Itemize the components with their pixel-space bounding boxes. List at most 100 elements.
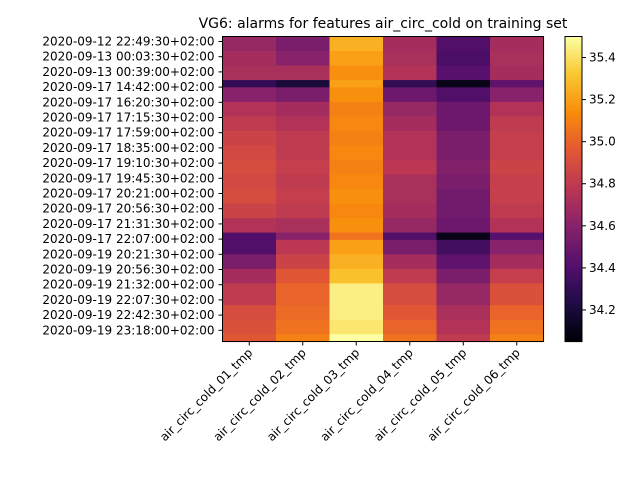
colorbar-segment xyxy=(565,201,582,205)
heatmap-cell xyxy=(383,159,438,176)
heatmap-cell xyxy=(276,254,331,270)
colorbar-segment xyxy=(565,321,582,325)
column-tick-label: air_circ_cold_01_tmp xyxy=(157,346,255,444)
heatmap-cell xyxy=(222,232,277,241)
colorbar-segment xyxy=(565,54,582,58)
colorbar-segment xyxy=(565,145,582,149)
heatmap-cells xyxy=(222,36,545,343)
colorbar-segment xyxy=(565,247,582,251)
heatmap-cell xyxy=(490,159,545,176)
heatmap-cell xyxy=(383,116,438,132)
colorbar-segment xyxy=(565,234,582,238)
heatmap-cell xyxy=(383,239,438,255)
heatmap-cell xyxy=(329,268,384,284)
colorbar-segment xyxy=(565,206,582,210)
colorbar-segment xyxy=(565,196,582,200)
heatmap-cell xyxy=(222,254,277,270)
heatmap-cell xyxy=(436,254,491,270)
heatmap-cell xyxy=(329,189,384,205)
heatmap-cell xyxy=(329,80,384,88)
heatmap-cell xyxy=(436,268,491,284)
row-tick-label: 2020-09-17 14:42:00+02:00 xyxy=(42,80,214,94)
colorbar-segment xyxy=(565,270,582,274)
heatmap-cell xyxy=(276,305,331,321)
heatmap-cell xyxy=(490,218,545,234)
heatmap-cell xyxy=(383,130,438,147)
heatmap-cell xyxy=(222,80,277,88)
colorbar-axis: 34.2 34.4 34.6 34.8 35.0 35.2 35.4 xyxy=(582,51,616,317)
heatmap-cell xyxy=(490,80,545,88)
heatmap-cell xyxy=(490,51,545,67)
row-tick-label: 2020-09-19 21:32:00+02:00 xyxy=(42,278,214,292)
heatmap-cell xyxy=(276,145,331,161)
heatmap-cell xyxy=(222,218,277,234)
row-tick-label: 2020-09-17 20:56:30+02:00 xyxy=(42,202,214,216)
colorbar-segment xyxy=(565,323,582,327)
column-tick-label: air_circ_cold_03_tmp xyxy=(264,346,362,444)
colorbar-segment xyxy=(565,61,582,66)
heatmap-cell xyxy=(222,268,277,284)
heatmap-cell xyxy=(222,87,277,103)
heatmap-cell xyxy=(329,283,384,306)
heatmap-cell xyxy=(383,232,438,241)
heatmap-cell xyxy=(383,305,438,321)
heatmap-cell xyxy=(383,101,438,117)
heatmap-cell xyxy=(436,65,491,81)
colorbar-segment xyxy=(565,87,582,91)
heatmap-cell xyxy=(490,36,545,52)
colorbar-segment xyxy=(565,285,582,289)
colorbar-segment xyxy=(565,244,582,249)
heatmap-cell xyxy=(329,101,384,117)
colorbar-segment xyxy=(565,209,582,213)
colorbar-segment xyxy=(565,72,582,76)
heatmap-cell xyxy=(329,305,384,321)
heatmap-cell xyxy=(276,80,331,88)
heatmap-cell xyxy=(490,130,545,147)
colorbar-tick-label: 35.0 xyxy=(589,135,616,149)
row-tick-label: 2020-09-19 22:07:30+02:00 xyxy=(42,293,214,307)
colorbar-segment xyxy=(565,252,582,256)
colorbar-segment xyxy=(565,183,582,188)
heatmap-cell xyxy=(383,174,438,190)
colorbar-segment xyxy=(565,84,582,88)
heatmap-cell xyxy=(222,130,277,147)
heatmap-cell xyxy=(329,87,384,103)
colorbar-segment xyxy=(565,224,582,228)
colorbar-segment xyxy=(565,262,582,266)
colorbar-segment xyxy=(565,194,582,198)
colorbar-segment xyxy=(565,135,582,139)
colorbar-segment xyxy=(565,316,582,320)
heatmap-cell xyxy=(329,159,384,176)
colorbar-segment xyxy=(565,293,582,297)
heatmap-cell xyxy=(329,218,384,234)
heatmap-cell xyxy=(222,283,277,306)
colorbar-segment xyxy=(565,178,582,182)
colorbar-segment xyxy=(565,168,582,172)
colorbar-segment xyxy=(565,326,582,330)
heatmap-cell xyxy=(490,145,545,161)
heatmap-cell xyxy=(383,65,438,81)
heatmap-cell xyxy=(329,203,384,219)
row-tick-label: 2020-09-17 19:45:30+02:00 xyxy=(42,171,214,185)
colorbar-segment xyxy=(565,56,582,60)
colorbar-segment xyxy=(565,158,582,162)
heatmap-cell xyxy=(436,203,491,219)
colorbar-segment xyxy=(565,219,582,223)
colorbar-segment xyxy=(565,102,582,106)
colorbar-segment xyxy=(565,171,582,175)
heatmap-cell xyxy=(383,218,438,234)
heatmap-cell xyxy=(490,101,545,117)
colorbar-segment xyxy=(565,77,582,81)
heatmap-cell xyxy=(222,36,277,52)
heatmap-cell xyxy=(276,51,331,67)
heatmap-cell xyxy=(490,239,545,255)
colorbar-segment xyxy=(565,100,582,104)
heatmap-cell xyxy=(436,87,491,103)
colorbar-segment xyxy=(565,280,582,284)
heatmap-cell xyxy=(383,203,438,219)
heatmap-cell xyxy=(490,174,545,190)
colorbar-segment xyxy=(565,232,582,236)
heatmap-cell xyxy=(490,203,545,219)
colorbar-segment xyxy=(565,214,582,218)
colorbar-segment xyxy=(565,67,582,71)
